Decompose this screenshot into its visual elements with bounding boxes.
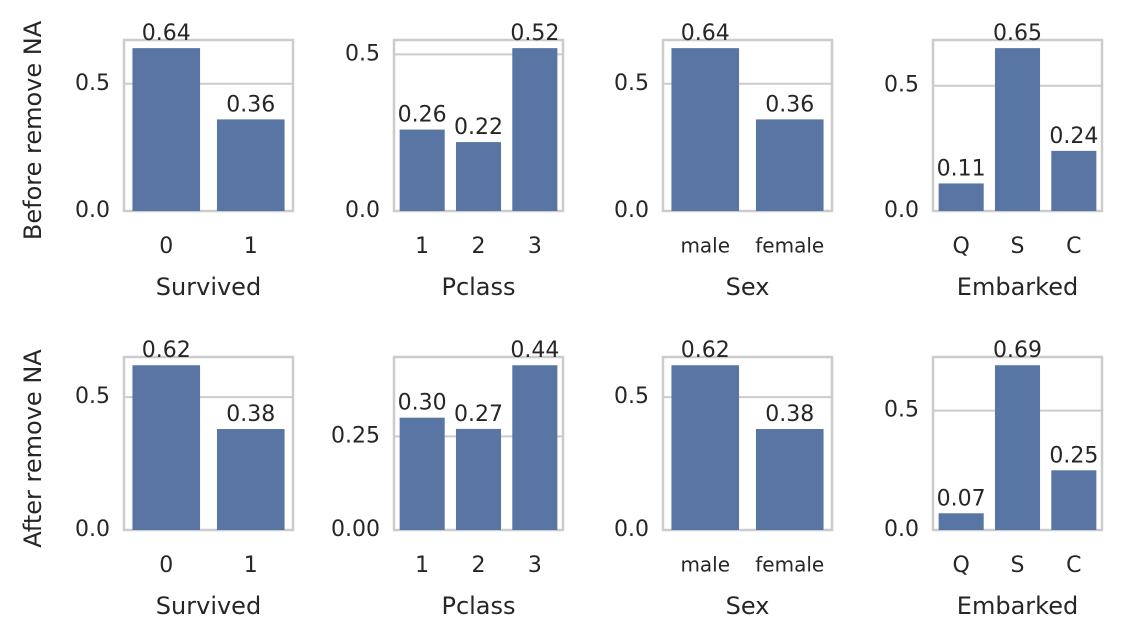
bar: [1051, 150, 1097, 211]
y-tick-label: 0.0: [614, 517, 649, 542]
value-label: 0.64: [142, 21, 191, 46]
x-axis-label: Survived: [156, 273, 261, 301]
bar: [512, 48, 558, 212]
value-label: 0.24: [1049, 124, 1098, 149]
y-tick-label: 0.5: [614, 71, 649, 96]
bar: [1051, 470, 1097, 530]
value-label: 0.36: [226, 92, 275, 117]
x-tick-label: male: [680, 553, 730, 577]
x-axis-label: Embarked: [957, 273, 1078, 301]
bar: [994, 365, 1041, 530]
bar: [455, 428, 502, 530]
bar: [755, 119, 824, 211]
value-label: 0.65: [993, 21, 1042, 46]
bar: [399, 129, 445, 211]
value-label: 0.22: [454, 115, 503, 140]
value-label: 0.62: [681, 338, 730, 363]
y-tick-label: 0.5: [75, 71, 110, 96]
value-label: 0.25: [1049, 443, 1098, 468]
value-label: 0.52: [510, 21, 559, 46]
bar: [512, 365, 558, 530]
x-tick-label: 2: [472, 553, 486, 578]
y-tick-label: 0.0: [614, 198, 649, 223]
value-label: 0.36: [765, 92, 814, 117]
y-axis-label: After remove NA: [19, 349, 47, 548]
bar: [994, 48, 1041, 212]
x-tick-label: S: [1011, 553, 1025, 578]
x-axis-label: Pclass: [441, 592, 515, 620]
x-axis-label: Survived: [156, 592, 261, 620]
bar: [938, 513, 984, 530]
bar: [399, 417, 445, 530]
value-label: 0.30: [398, 391, 447, 416]
y-tick-label: 0.5: [75, 384, 110, 409]
x-tick-label: 0: [159, 553, 173, 578]
bar: [938, 183, 984, 211]
y-tick-label: 0.0: [884, 517, 919, 542]
value-label: 0.64: [681, 21, 730, 46]
y-tick-label: 0.5: [884, 73, 919, 98]
y-tick-label: 0.0: [884, 198, 919, 223]
x-tick-label: 3: [528, 234, 542, 259]
x-tick-label: 1: [415, 553, 429, 578]
x-tick-label: female: [755, 234, 824, 258]
y-tick-label: 0.0: [75, 517, 110, 542]
bar: [755, 429, 824, 530]
value-label: 0.07: [937, 486, 986, 511]
x-axis-label: Sex: [726, 592, 770, 620]
x-tick-label: 1: [415, 234, 429, 259]
y-axis-label: Before remove NA: [19, 20, 47, 240]
x-tick-label: female: [755, 553, 824, 577]
x-tick-label: S: [1011, 234, 1025, 259]
x-axis-label: Sex: [726, 273, 770, 301]
bar: [216, 429, 285, 530]
y-tick-label: 0.00: [331, 517, 380, 542]
y-tick-label: 0.0: [345, 198, 380, 223]
value-label: 0.38: [226, 402, 275, 427]
x-tick-label: male: [680, 234, 730, 258]
bar: [132, 48, 201, 212]
value-label: 0.26: [398, 103, 447, 128]
x-tick-label: 0: [159, 234, 173, 259]
y-tick-label: 0.5: [345, 41, 380, 66]
value-label: 0.69: [993, 338, 1042, 363]
value-label: 0.27: [454, 402, 503, 427]
x-axis-label: Pclass: [441, 273, 515, 301]
y-tick-label: 0.0: [75, 198, 110, 223]
x-axis-label: Embarked: [957, 592, 1078, 620]
x-tick-label: Q: [953, 553, 970, 578]
value-label: 0.38: [765, 402, 814, 427]
y-tick-label: 0.5: [614, 384, 649, 409]
x-tick-label: 1: [244, 553, 258, 578]
x-tick-label: 2: [472, 234, 486, 259]
bar: [132, 365, 201, 530]
value-label: 0.44: [510, 338, 559, 363]
x-tick-label: Q: [953, 234, 970, 259]
bar: [216, 119, 285, 211]
x-tick-label: 1: [244, 234, 258, 259]
bar: [671, 365, 740, 530]
x-tick-label: 3: [528, 553, 542, 578]
value-label: 0.62: [142, 338, 191, 363]
value-label: 0.11: [937, 156, 986, 181]
x-tick-label: C: [1066, 234, 1081, 259]
x-tick-label: C: [1066, 553, 1081, 578]
y-tick-label: 0.5: [884, 398, 919, 423]
y-tick-label: 0.25: [331, 423, 380, 448]
bar: [671, 48, 740, 212]
bar: [455, 142, 502, 211]
